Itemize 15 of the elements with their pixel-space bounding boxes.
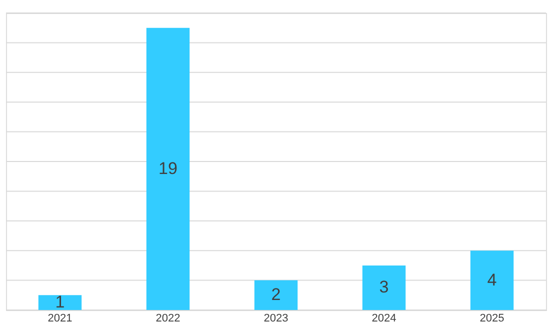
bar <box>146 28 190 310</box>
data-label: 1 <box>55 292 65 312</box>
bar <box>362 265 406 310</box>
x-tick-label: 2022 <box>156 312 180 324</box>
data-label: 2 <box>271 285 281 304</box>
bar <box>254 280 298 310</box>
data-label: 19 <box>158 158 178 178</box>
data-label: 4 <box>487 270 497 290</box>
x-tick-label: 2021 <box>48 312 72 324</box>
data-label: 3 <box>379 278 389 297</box>
x-tick-label: 2024 <box>372 312 396 324</box>
x-tick-label: 2025 <box>480 312 504 324</box>
bar <box>38 295 82 310</box>
bar <box>470 250 514 310</box>
x-tick-label: 2023 <box>264 312 288 324</box>
